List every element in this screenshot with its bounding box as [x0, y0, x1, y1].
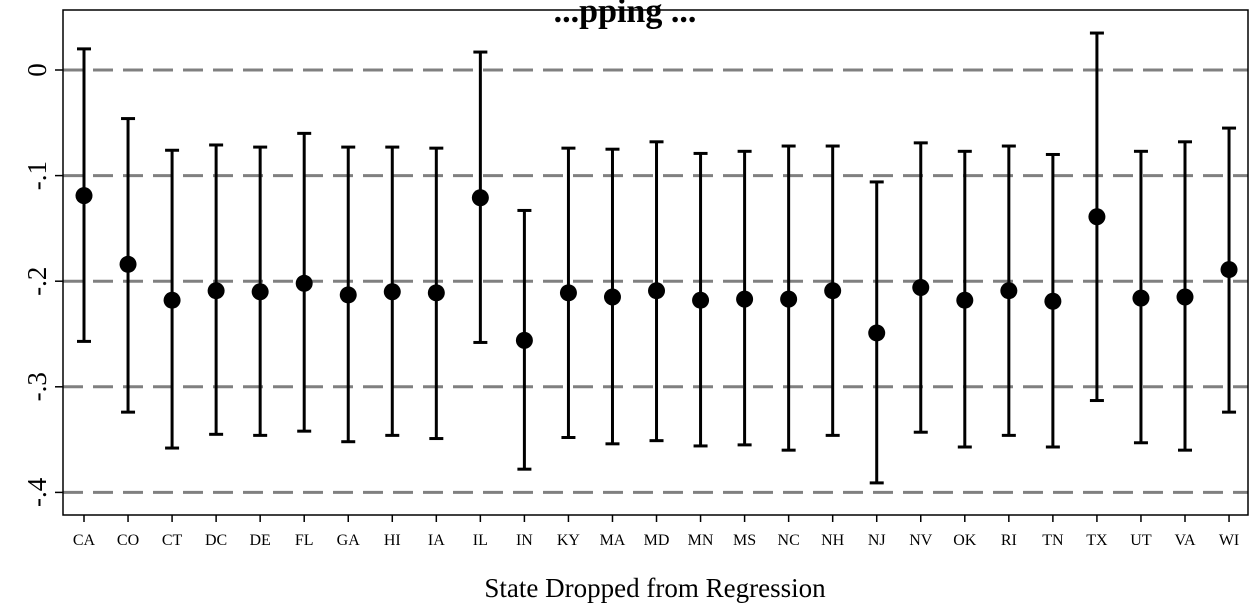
- x-tick-label: IA: [428, 532, 445, 549]
- x-tick-label: RI: [1001, 532, 1017, 549]
- estimate-point: [251, 283, 269, 301]
- estimate-point: [1000, 282, 1018, 300]
- x-tick-label: NH: [821, 532, 845, 549]
- x-tick-label: DC: [205, 532, 227, 549]
- x-axis: CA CO CT DC DE FL GA HI IA IL IN KY MA MD MN MS NC NH NJ NV…: [73, 515, 1239, 549]
- y-tick-label: -.1: [22, 161, 52, 190]
- estimate-point: [956, 291, 974, 309]
- x-tick-label: CO: [117, 532, 139, 549]
- x-axis-label: State Dropped from Regression: [484, 573, 826, 603]
- estimate-point: [207, 282, 225, 300]
- x-tick-label: MA: [600, 532, 626, 549]
- estimate-point: [1132, 289, 1150, 307]
- estimate-point: [471, 189, 489, 207]
- estimate-point: [868, 324, 886, 342]
- x-tick-label: NC: [778, 532, 800, 549]
- estimate-point: [295, 274, 313, 292]
- x-tick-label: WI: [1219, 532, 1239, 549]
- x-tick-label: OK: [953, 532, 977, 549]
- x-tick-label: TN: [1042, 532, 1064, 549]
- estimate-point: [692, 291, 710, 309]
- estimate-point: [515, 331, 533, 349]
- x-tick-label: KY: [557, 532, 581, 549]
- estimate-point: [824, 282, 842, 300]
- x-tick-label: FL: [295, 532, 314, 549]
- y-axis: 0 -.1 -.2 -.3 -.4: [22, 63, 63, 507]
- estimate-point: [75, 187, 93, 205]
- estimate-point: [559, 284, 577, 302]
- estimate-point: [648, 282, 666, 300]
- estimate-point: [383, 283, 401, 301]
- estimate-point: [1044, 292, 1062, 310]
- x-tick-label: MS: [733, 532, 756, 549]
- y-tick-label: 0: [22, 63, 52, 77]
- estimate-point: [736, 290, 754, 308]
- chart-title: ...pping ...: [554, 0, 697, 30]
- plot-frame: [62, 9, 1249, 516]
- estimate-point: [1220, 261, 1238, 279]
- x-tick-label: VA: [1174, 532, 1195, 549]
- x-tick-label: MD: [644, 532, 670, 549]
- x-tick-label: CA: [73, 532, 96, 549]
- x-tick-label: TX: [1086, 532, 1108, 549]
- confidence-intervals: [77, 31, 1237, 485]
- x-tick-label: IL: [473, 532, 488, 549]
- x-tick-label: IN: [516, 532, 533, 549]
- estimate-point: [780, 290, 798, 308]
- estimate-point: [1176, 288, 1194, 306]
- estimate-point: [163, 291, 181, 309]
- x-tick-label: HI: [384, 532, 401, 549]
- x-tick-label: NV: [909, 532, 933, 549]
- point-estimates: [75, 187, 1238, 349]
- x-tick-label: GA: [337, 532, 361, 549]
- estimate-point: [339, 286, 357, 304]
- estimate-point: [119, 255, 137, 273]
- estimate-point: [1088, 208, 1106, 226]
- estimate-point: [912, 279, 930, 297]
- y-tick-label: -.3: [22, 372, 52, 401]
- x-tick-label: CT: [162, 532, 183, 549]
- estimate-point: [603, 288, 621, 306]
- x-tick-label: UT: [1130, 532, 1152, 549]
- x-tick-label: NJ: [868, 532, 886, 549]
- estimate-point: [427, 284, 445, 302]
- x-tick-label: DE: [249, 532, 270, 549]
- y-tick-label: -.2: [22, 267, 52, 296]
- x-tick-label: MN: [688, 532, 714, 549]
- y-tick-label: -.4: [22, 477, 52, 507]
